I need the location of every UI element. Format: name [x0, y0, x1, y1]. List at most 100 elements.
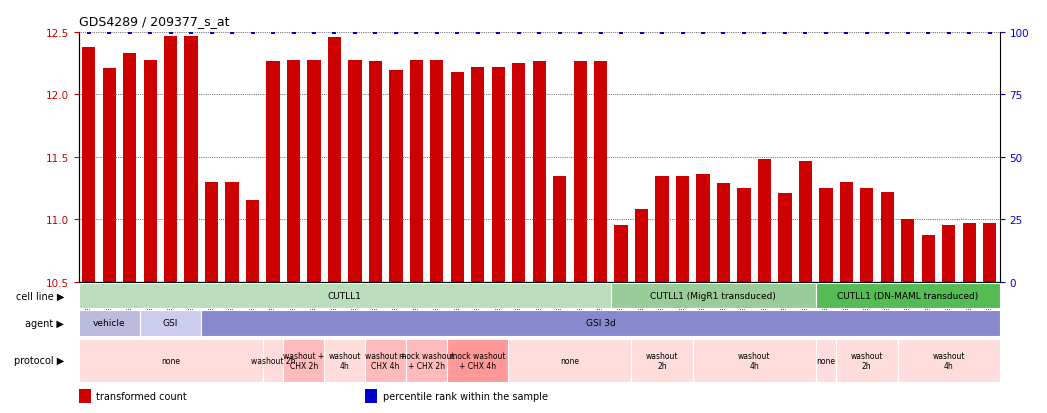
Point	[797, 30, 814, 36]
FancyBboxPatch shape	[140, 311, 201, 336]
Bar	[512, 64, 526, 282]
Bar	[553, 176, 566, 282]
Bar	[143, 60, 157, 282]
Text: GDS4289 / 209377_s_at: GDS4289 / 209377_s_at	[79, 15, 229, 28]
Bar	[717, 183, 730, 282]
Bar	[369, 62, 382, 282]
FancyBboxPatch shape	[284, 339, 325, 382]
Text: transformed count: transformed count	[96, 391, 186, 401]
Text: protocol ▶: protocol ▶	[14, 356, 64, 366]
Point	[306, 30, 322, 36]
FancyBboxPatch shape	[509, 339, 631, 382]
Point	[121, 30, 138, 36]
Point	[878, 30, 895, 36]
Bar	[819, 189, 832, 282]
Text: none: none	[817, 356, 836, 365]
Point	[347, 30, 363, 36]
Point	[593, 30, 609, 36]
Bar	[308, 60, 320, 282]
FancyBboxPatch shape	[897, 339, 1000, 382]
Bar	[594, 62, 607, 282]
Point	[981, 30, 998, 36]
Point	[531, 30, 548, 36]
Bar	[615, 226, 628, 282]
Bar	[287, 60, 300, 282]
Bar	[758, 160, 771, 282]
FancyBboxPatch shape	[610, 283, 816, 308]
Text: CUTLL1: CUTLL1	[328, 291, 361, 300]
Bar	[365, 389, 378, 403]
Point	[552, 30, 569, 36]
Point	[183, 30, 200, 36]
Text: vehicle: vehicle	[93, 318, 126, 328]
Bar	[164, 37, 177, 282]
Point	[736, 30, 753, 36]
Point	[674, 30, 691, 36]
Text: CUTLL1 (MigR1 transduced): CUTLL1 (MigR1 transduced)	[650, 291, 776, 300]
Bar	[103, 69, 116, 282]
FancyBboxPatch shape	[79, 339, 263, 382]
Text: washout
4h: washout 4h	[738, 351, 771, 370]
Text: washout 2h: washout 2h	[251, 356, 295, 365]
Bar	[942, 226, 955, 282]
FancyBboxPatch shape	[201, 311, 1000, 336]
Text: washout
4h: washout 4h	[933, 351, 965, 370]
Bar	[737, 189, 751, 282]
Bar	[901, 220, 914, 282]
Text: washout
4h: washout 4h	[329, 351, 361, 370]
Bar	[184, 37, 198, 282]
Point	[961, 30, 978, 36]
Bar	[962, 223, 976, 282]
Bar	[124, 54, 136, 282]
Point	[367, 30, 384, 36]
Bar	[389, 70, 402, 282]
Bar	[266, 62, 280, 282]
Bar	[430, 60, 444, 282]
Bar	[328, 38, 341, 282]
Bar	[696, 175, 710, 282]
Bar	[778, 194, 792, 282]
Bar	[471, 68, 485, 282]
Point	[449, 30, 466, 36]
Bar	[492, 68, 505, 282]
FancyBboxPatch shape	[447, 339, 509, 382]
Point	[653, 30, 670, 36]
Bar	[676, 176, 689, 282]
Text: percentile rank within the sample: percentile rank within the sample	[382, 391, 548, 401]
Bar	[246, 201, 260, 282]
Point	[428, 30, 445, 36]
Bar	[840, 182, 853, 282]
Bar	[655, 176, 669, 282]
Bar	[799, 161, 812, 282]
Bar	[861, 189, 873, 282]
Point	[715, 30, 732, 36]
Point	[612, 30, 629, 36]
Point	[469, 30, 486, 36]
Text: GSI: GSI	[163, 318, 178, 328]
Bar	[205, 182, 218, 282]
Point	[141, 30, 158, 36]
FancyBboxPatch shape	[631, 339, 693, 382]
Bar	[82, 48, 95, 282]
Text: cell line ▶: cell line ▶	[16, 291, 64, 301]
FancyBboxPatch shape	[693, 339, 816, 382]
Text: washout
2h: washout 2h	[646, 351, 678, 370]
Bar	[983, 223, 997, 282]
Text: none: none	[161, 356, 180, 365]
Point	[859, 30, 875, 36]
Bar	[409, 60, 423, 282]
FancyBboxPatch shape	[816, 339, 837, 382]
FancyBboxPatch shape	[325, 339, 365, 382]
Point	[387, 30, 404, 36]
Bar	[634, 210, 648, 282]
FancyBboxPatch shape	[837, 339, 897, 382]
Point	[408, 30, 425, 36]
Point	[838, 30, 854, 36]
Text: mock washout
+ CHX 2h: mock washout + CHX 2h	[399, 351, 454, 370]
Bar	[574, 62, 586, 282]
Text: mock washout
+ CHX 4h: mock washout + CHX 4h	[450, 351, 506, 370]
Text: washout +
CHX 2h: washout + CHX 2h	[283, 351, 325, 370]
FancyBboxPatch shape	[365, 339, 406, 382]
Point	[285, 30, 302, 36]
Bar	[881, 192, 894, 282]
